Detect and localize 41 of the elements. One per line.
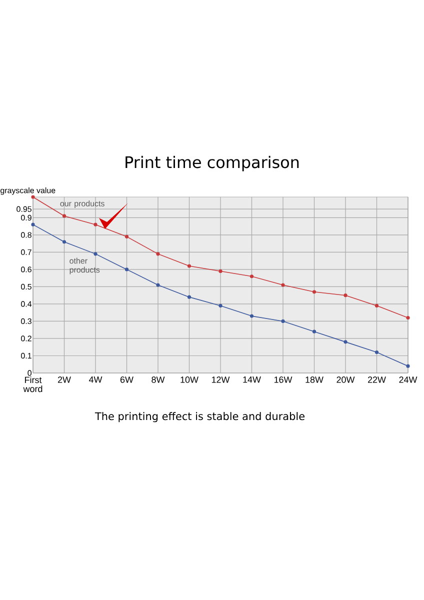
x-tick-label: 6W: [120, 376, 134, 383]
point: [281, 283, 285, 287]
point: [62, 240, 66, 244]
x-tick-label: 12W: [212, 376, 230, 383]
point: [31, 195, 35, 199]
x-tick-label: 22W: [368, 376, 386, 383]
point: [312, 330, 316, 334]
point: [374, 350, 379, 354]
x-tick-label: 14W: [243, 376, 261, 383]
point: [250, 274, 254, 278]
x-tick-label: 16W: [274, 376, 292, 383]
point: [124, 268, 129, 272]
x-tick-label: 2W: [58, 376, 71, 383]
point: [281, 319, 285, 324]
x-tick-label: 18W: [306, 376, 324, 383]
point: [94, 252, 98, 256]
point: [94, 222, 98, 226]
point: [374, 304, 379, 308]
point: [312, 290, 316, 294]
point: [187, 264, 192, 268]
point: [218, 304, 222, 308]
point: [62, 214, 66, 218]
x-tick-label: 10W: [180, 376, 198, 383]
point: [156, 252, 160, 256]
point: [344, 340, 348, 344]
point: [406, 316, 410, 320]
x-tick-label: 4W: [88, 376, 102, 383]
chart-title: Print time comparison: [126, 156, 299, 172]
x-tick-label: 20W: [336, 376, 355, 383]
point: [218, 269, 222, 273]
x-tick-label: 24W: [399, 376, 418, 383]
point: [344, 294, 348, 298]
point: [406, 364, 410, 368]
x-tick-label: First word: [23, 376, 42, 392]
point: [187, 295, 192, 299]
x-tick-label: 8W: [152, 376, 165, 383]
point: [31, 222, 35, 226]
text: The printing effect is stable and durable: [94, 412, 304, 422]
point: [156, 283, 160, 287]
point: [124, 234, 129, 238]
point: [250, 314, 254, 318]
